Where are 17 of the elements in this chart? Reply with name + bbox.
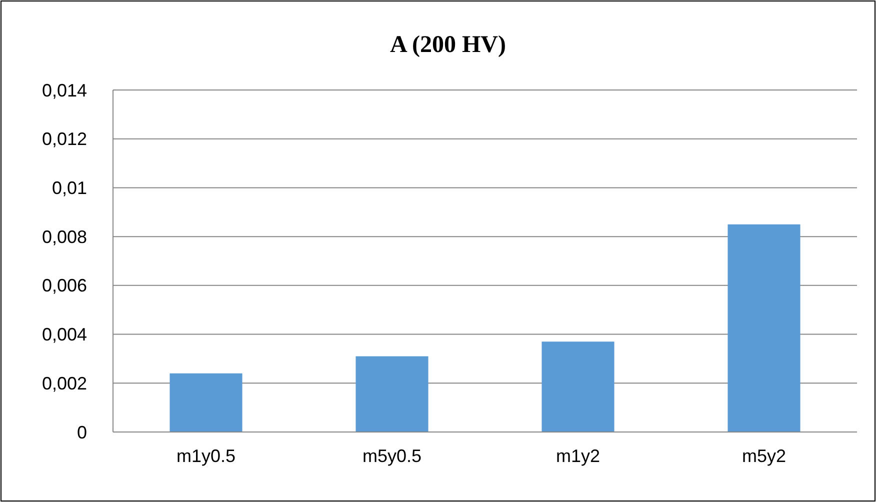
y-tick-label: 0,008 <box>42 226 87 247</box>
y-tick-label: 0,006 <box>42 276 87 296</box>
y-tick-label: 0,004 <box>42 324 87 345</box>
bar <box>728 224 800 432</box>
y-tick-label: 0,012 <box>42 129 87 150</box>
x-tick-label: m1y2 <box>556 446 600 466</box>
bar <box>170 373 242 432</box>
bar <box>542 342 614 432</box>
x-tick-label: m5y0.5 <box>362 446 422 466</box>
y-tick-label: 0 <box>76 422 87 442</box>
x-tick-label: m5y2 <box>742 446 786 466</box>
y-tick-label: 0,002 <box>42 373 87 394</box>
x-tick-label: m1y0.5 <box>176 446 236 466</box>
chart-title: A (200 HV) <box>390 32 506 58</box>
y-tick-label: 0,014 <box>42 80 87 100</box>
y-tick-label: 0,01 <box>52 178 87 198</box>
bar <box>356 356 428 432</box>
